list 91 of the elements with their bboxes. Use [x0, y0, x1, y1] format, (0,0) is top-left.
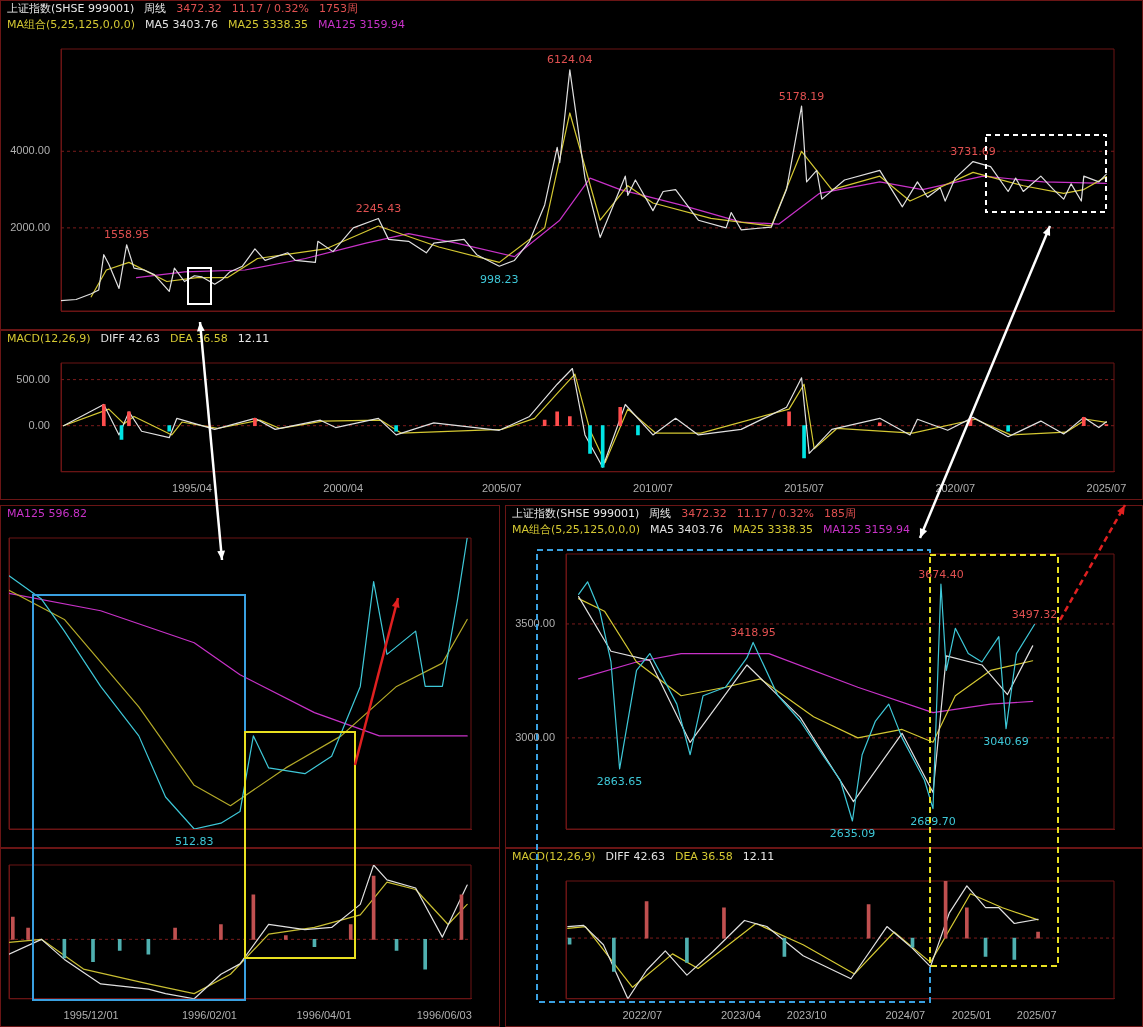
bar	[722, 907, 726, 939]
bar	[117, 939, 122, 951]
annotation: 512.83	[174, 835, 214, 849]
text: 11.17 / 0.32%	[736, 507, 814, 520]
bar	[568, 416, 572, 427]
x-tick-label: 2023/04	[720, 1009, 761, 1022]
bar	[1006, 425, 1010, 432]
chart-subtitle: 周线	[649, 507, 672, 520]
text: DIFF 42.63	[100, 332, 160, 345]
x-tick-label: 1996/02/01	[181, 1009, 237, 1022]
y-tick-label: 500.00	[16, 372, 50, 385]
bar	[283, 935, 288, 940]
annotation: 3497.32	[1011, 607, 1058, 621]
annotation: 5178.19	[778, 89, 825, 103]
bar	[636, 425, 640, 436]
x-tick-label: 1996/06/03	[416, 1009, 472, 1022]
x-tick-label: 2010/07	[633, 482, 673, 495]
bar	[91, 939, 95, 962]
x-tick-label: 2022/07	[622, 1009, 663, 1022]
bar	[1036, 931, 1040, 939]
x-tick-label: 2025/07	[1016, 1009, 1057, 1022]
chart-title: 上证指数(SHSE 999001)	[7, 2, 135, 15]
text: MA125 3159.94	[823, 523, 911, 536]
bar	[612, 937, 616, 972]
text: MA5 3403.76	[145, 18, 219, 31]
x-tick-label: 1995/12/01	[63, 1009, 119, 1022]
text: MA125 596.82	[7, 507, 87, 520]
x-tick-label: 2025/01	[951, 1009, 992, 1022]
text: 12.11	[237, 332, 270, 345]
text: 3472.32	[681, 507, 727, 520]
y-tick-label: 0.00	[28, 418, 50, 431]
annotation: 3674.40	[918, 567, 964, 581]
bar	[877, 422, 882, 427]
bar	[588, 425, 592, 454]
annotation: 1558.95	[103, 228, 150, 242]
bar	[219, 924, 223, 940]
text: MA25 3338.35	[733, 523, 814, 536]
text: DIFF 42.63	[605, 850, 665, 863]
bar	[10, 916, 15, 940]
x-tick-label: 2005/07	[481, 482, 522, 495]
bar	[394, 425, 398, 432]
x-tick-label: 2023/10	[786, 1009, 827, 1022]
annotation: 3418.95	[730, 625, 776, 639]
bar	[965, 907, 969, 939]
bar	[167, 425, 172, 432]
bar	[253, 417, 257, 427]
bar	[1081, 417, 1086, 427]
bar	[173, 927, 177, 940]
bar	[26, 927, 30, 940]
annotation: 2689.70	[910, 814, 956, 828]
bar	[127, 411, 131, 427]
x-tick-label: 1996/04/01	[296, 1009, 352, 1022]
annotation: 998.23	[480, 272, 519, 286]
x-tick-label: 2000/04	[323, 482, 364, 495]
y-tick-label: 3500.00	[515, 616, 555, 629]
bar	[618, 406, 623, 427]
x-tick-label: 2025/07	[1086, 482, 1127, 495]
text: MA5 3403.76	[650, 523, 724, 536]
text: 185周	[823, 507, 856, 520]
annotation: 6124.04	[547, 53, 593, 67]
text: DEA 36.58	[674, 850, 733, 863]
chart-title: 上证指数(SHSE 999001)	[512, 507, 640, 520]
bar	[348, 924, 353, 940]
annotation: 3040.69	[983, 734, 1029, 748]
text: 12.11	[742, 850, 775, 863]
bar	[555, 411, 559, 427]
bar	[802, 425, 806, 459]
bar	[542, 419, 547, 427]
annotation: 2863.65	[596, 775, 643, 789]
text: 1753周	[318, 2, 358, 15]
text: MA25 3338.35	[228, 18, 309, 31]
text: 3472.32	[176, 2, 222, 15]
bar	[423, 939, 428, 970]
legend-title: MA组合(5,25,125,0,0,0)	[512, 523, 641, 536]
x-tick-label: 2015/07	[784, 482, 824, 495]
annotation: 3731.69	[950, 144, 996, 158]
x-tick-label: 2024/07	[885, 1009, 926, 1022]
legend-title: MACD(12,26,9)	[7, 332, 91, 345]
text: 11.17 / 0.32%	[231, 2, 309, 15]
bar	[685, 937, 689, 963]
bar	[600, 425, 605, 468]
x-tick-label: 1995/04	[172, 482, 212, 495]
legend-title: MA组合(5,25,125,0,0,0)	[7, 18, 136, 31]
y-tick-label: 2000.00	[10, 220, 50, 233]
bar	[787, 411, 791, 427]
chart-subtitle: 周线	[144, 2, 167, 15]
annotation: 2245.43	[355, 201, 402, 215]
bar	[101, 404, 106, 427]
y-tick-label: 4000.00	[10, 144, 50, 157]
annotation: 2635.09	[829, 827, 876, 841]
text: MA125 3159.94	[318, 18, 406, 31]
